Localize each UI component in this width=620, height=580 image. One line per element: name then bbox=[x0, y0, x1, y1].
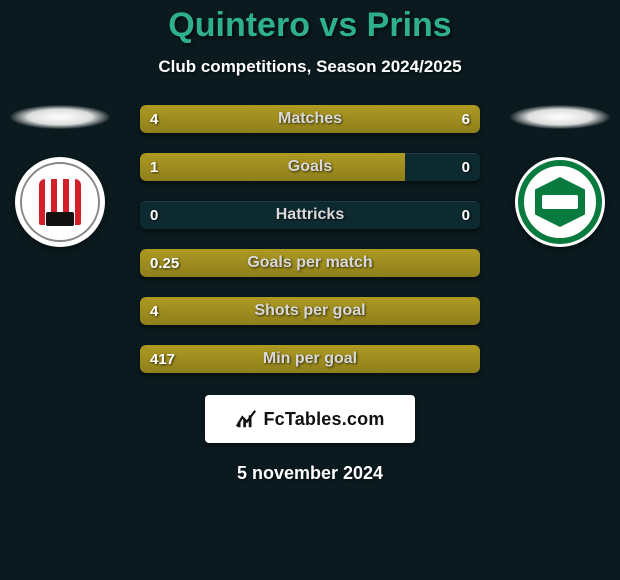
halo-left bbox=[10, 105, 110, 129]
team-right bbox=[510, 105, 610, 247]
club-badge-right bbox=[515, 157, 605, 247]
stat-row-goals: Goals10 bbox=[140, 153, 480, 181]
halo-right bbox=[510, 105, 610, 129]
bar-left-goals bbox=[140, 153, 405, 181]
stat-row-hattricks: Hattricks0 0 bbox=[140, 201, 480, 229]
page-title: Quintero vs Prins bbox=[0, 0, 620, 45]
bar-left-min_per_goal bbox=[140, 345, 480, 373]
stat-value-right-hattricks: 0 bbox=[462, 201, 470, 229]
stat-row-goals_per_match: Goals per match0.25 bbox=[140, 249, 480, 277]
bar-left-goals_per_match bbox=[140, 249, 480, 277]
brand-box: FcTables.com bbox=[205, 395, 415, 443]
stat-value-right-goals: 0 bbox=[462, 153, 470, 181]
club-badge-left bbox=[15, 157, 105, 247]
comparison-panel: Matches46Goals10Hattricks00Goals per mat… bbox=[0, 105, 620, 484]
team-left bbox=[10, 105, 110, 247]
stat-row-matches: Matches46 bbox=[140, 105, 480, 133]
stat-value-left-hattricks: 0 bbox=[150, 201, 158, 229]
stat-label-hattricks: Hattricks bbox=[140, 201, 480, 229]
date: 5 november 2024 bbox=[0, 463, 620, 484]
bar-left-matches bbox=[140, 105, 276, 133]
bar-left-shots_per_goal bbox=[140, 297, 480, 325]
stat-row-shots_per_goal: Shots per goal4 bbox=[140, 297, 480, 325]
chart-icon bbox=[235, 408, 257, 430]
stat-bars: Matches46Goals10Hattricks00Goals per mat… bbox=[140, 105, 480, 373]
bar-right-matches bbox=[276, 105, 480, 133]
stat-row-min_per_goal: Min per goal417 bbox=[140, 345, 480, 373]
brand-text: FcTables.com bbox=[263, 409, 384, 430]
subtitle: Club competitions, Season 2024/2025 bbox=[0, 57, 620, 77]
